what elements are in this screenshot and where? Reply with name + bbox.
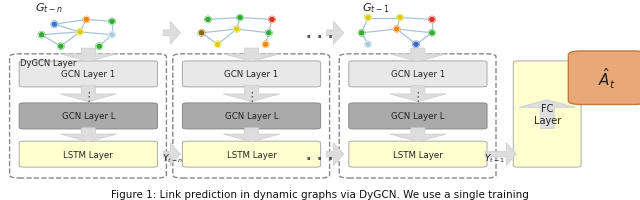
FancyBboxPatch shape — [19, 141, 157, 167]
Text: GCN Layer 1: GCN Layer 1 — [225, 70, 278, 79]
Ellipse shape — [38, 33, 45, 39]
Text: LSTM Layer: LSTM Layer — [393, 150, 443, 159]
Text: LSTM Layer: LSTM Layer — [63, 150, 113, 159]
Text: GCN Layer 1: GCN Layer 1 — [61, 70, 115, 79]
Ellipse shape — [394, 27, 400, 33]
Text: FC
Layer: FC Layer — [534, 104, 561, 125]
Text: $\hat{A}_t$: $\hat{A}_t$ — [598, 66, 616, 91]
Ellipse shape — [358, 31, 365, 37]
Text: GCN Layer L: GCN Layer L — [225, 112, 278, 121]
FancyBboxPatch shape — [182, 141, 321, 167]
Text: Figure 1: Link prediction in dynamic graphs via DyGCN. We use a single training: Figure 1: Link prediction in dynamic gra… — [111, 189, 529, 199]
Text: ⋮: ⋮ — [412, 91, 424, 104]
FancyBboxPatch shape — [349, 103, 487, 129]
FancyBboxPatch shape — [349, 141, 487, 167]
Ellipse shape — [429, 31, 435, 37]
Polygon shape — [163, 22, 180, 45]
FancyBboxPatch shape — [182, 62, 321, 87]
Text: DyGCN Layer: DyGCN Layer — [20, 59, 77, 68]
Polygon shape — [60, 128, 116, 142]
Text: . . .: . . . — [307, 26, 333, 41]
Ellipse shape — [77, 30, 83, 36]
Polygon shape — [390, 49, 446, 62]
Polygon shape — [60, 49, 116, 62]
Polygon shape — [390, 128, 446, 142]
FancyBboxPatch shape — [10, 55, 166, 178]
Ellipse shape — [109, 19, 115, 25]
Ellipse shape — [365, 42, 371, 48]
Ellipse shape — [413, 42, 419, 48]
Ellipse shape — [269, 17, 275, 23]
Ellipse shape — [83, 17, 90, 23]
Ellipse shape — [58, 44, 64, 50]
Polygon shape — [326, 22, 344, 45]
FancyBboxPatch shape — [19, 62, 157, 87]
Ellipse shape — [109, 33, 115, 39]
FancyBboxPatch shape — [568, 52, 640, 105]
Text: ⋮: ⋮ — [245, 91, 258, 104]
FancyBboxPatch shape — [513, 62, 581, 167]
Ellipse shape — [205, 17, 211, 23]
Text: GCN Layer 1: GCN Layer 1 — [391, 70, 445, 79]
Polygon shape — [326, 143, 344, 166]
Text: $Y_{t-1}$: $Y_{t-1}$ — [484, 152, 506, 164]
Ellipse shape — [214, 42, 221, 48]
Polygon shape — [223, 49, 280, 62]
Ellipse shape — [397, 15, 403, 21]
Polygon shape — [519, 100, 575, 129]
Text: $Y_{t-n}$: $Y_{t-n}$ — [162, 152, 183, 164]
Ellipse shape — [234, 27, 240, 33]
Text: GCN Layer L: GCN Layer L — [61, 112, 115, 121]
Text: . . .: . . . — [307, 147, 333, 162]
Polygon shape — [60, 86, 116, 102]
Text: LSTM Layer: LSTM Layer — [227, 150, 276, 159]
Ellipse shape — [429, 17, 435, 23]
Text: $G_{t-n}$: $G_{t-n}$ — [35, 1, 63, 15]
FancyBboxPatch shape — [19, 103, 157, 129]
Ellipse shape — [51, 22, 58, 28]
Ellipse shape — [198, 31, 205, 37]
Ellipse shape — [266, 31, 272, 37]
Text: ⋮: ⋮ — [82, 91, 95, 104]
FancyBboxPatch shape — [349, 62, 487, 87]
Polygon shape — [485, 143, 516, 166]
FancyBboxPatch shape — [339, 55, 496, 178]
Ellipse shape — [96, 44, 102, 50]
Ellipse shape — [262, 42, 269, 48]
Polygon shape — [223, 128, 280, 142]
FancyBboxPatch shape — [182, 103, 321, 129]
Text: GCN Layer L: GCN Layer L — [391, 112, 445, 121]
Ellipse shape — [237, 15, 243, 21]
Polygon shape — [223, 86, 280, 102]
Polygon shape — [390, 86, 446, 102]
Text: $G_{t-1}$: $G_{t-1}$ — [362, 1, 389, 15]
Ellipse shape — [365, 15, 371, 21]
Polygon shape — [163, 143, 180, 166]
FancyBboxPatch shape — [173, 55, 330, 178]
